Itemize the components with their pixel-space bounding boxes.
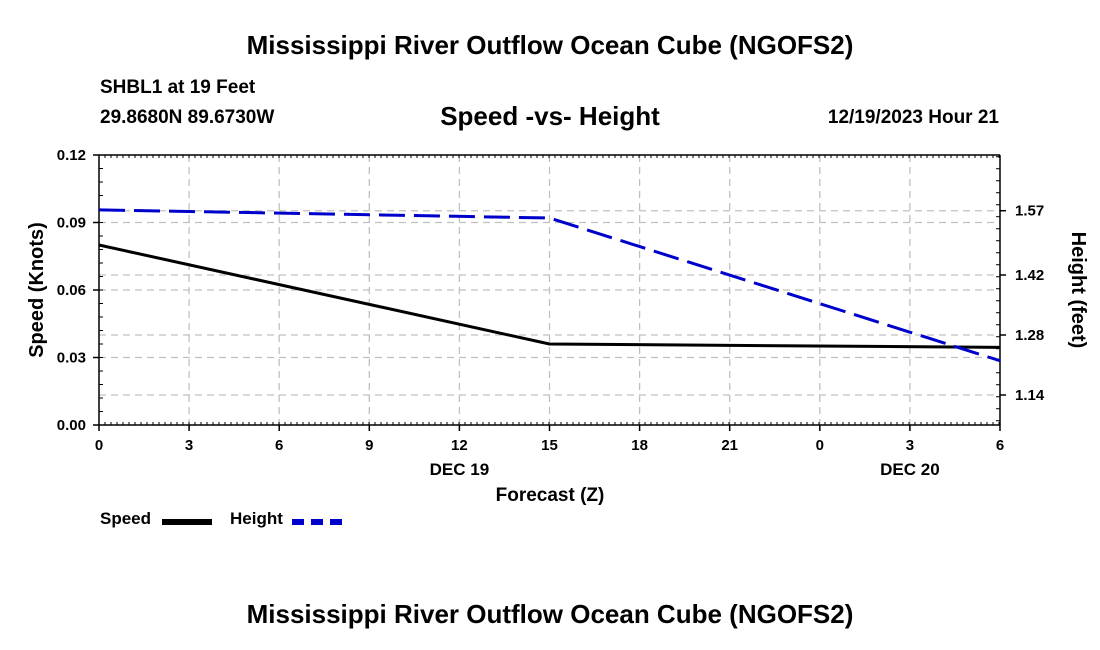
x-tick-label: 18 xyxy=(631,437,648,454)
y-tick-label: 0.06 xyxy=(57,282,86,299)
legend-speed-swatch xyxy=(162,519,212,525)
y2-tick-label: 1.14 xyxy=(1015,387,1045,404)
series-line-speed xyxy=(98,243,1001,349)
x-date-label: DEC 19 xyxy=(430,460,490,479)
x-tick-label: 9 xyxy=(365,437,373,454)
y-tick-label: 0.00 xyxy=(57,417,86,434)
x-date-label: DEC 20 xyxy=(880,460,940,479)
y-tick-label: 0.03 xyxy=(57,350,86,367)
x-tick-label: 3 xyxy=(185,437,193,454)
y2-tick-label: 1.57 xyxy=(1015,203,1044,220)
y2-tick-label: 1.28 xyxy=(1015,327,1044,344)
legend-speed-label: Speed xyxy=(100,509,152,528)
y2-axis-title: Height (feet) xyxy=(1067,232,1089,349)
footer-title: Mississippi River Outflow Ocean Cube (NG… xyxy=(246,599,854,629)
page-title: Mississippi River Outflow Ocean Cube (NG… xyxy=(246,30,854,60)
legend-height-label: Height xyxy=(230,509,283,528)
y-axis-title: Speed (Knots) xyxy=(26,222,48,358)
x-axis-title: Forecast (Z) xyxy=(496,485,605,506)
chart-subtitle: Speed -vs- Height xyxy=(440,101,660,131)
x-tick-label: 6 xyxy=(275,437,283,454)
x-tick-label: 0 xyxy=(95,437,103,454)
y2-tick-label: 1.42 xyxy=(1015,267,1044,284)
series-line-height xyxy=(98,208,1001,363)
x-tick-label: 21 xyxy=(721,437,738,454)
x-tick-label: 6 xyxy=(996,437,1004,454)
y-tick-label: 0.09 xyxy=(57,215,86,232)
legend-height-swatch xyxy=(292,519,342,525)
x-tick-label: 15 xyxy=(541,437,558,454)
forecast-datetime: 12/19/2023 Hour 21 xyxy=(827,107,999,128)
x-tick-label: 3 xyxy=(906,437,914,454)
coordinates-label: 29.8680N 89.6730W xyxy=(100,107,275,128)
x-tick-label: 12 xyxy=(451,437,468,454)
x-tick-label: 0 xyxy=(816,437,824,454)
y-tick-label: 0.12 xyxy=(57,147,86,164)
station-label: SHBL1 at 19 Feet xyxy=(100,77,256,98)
